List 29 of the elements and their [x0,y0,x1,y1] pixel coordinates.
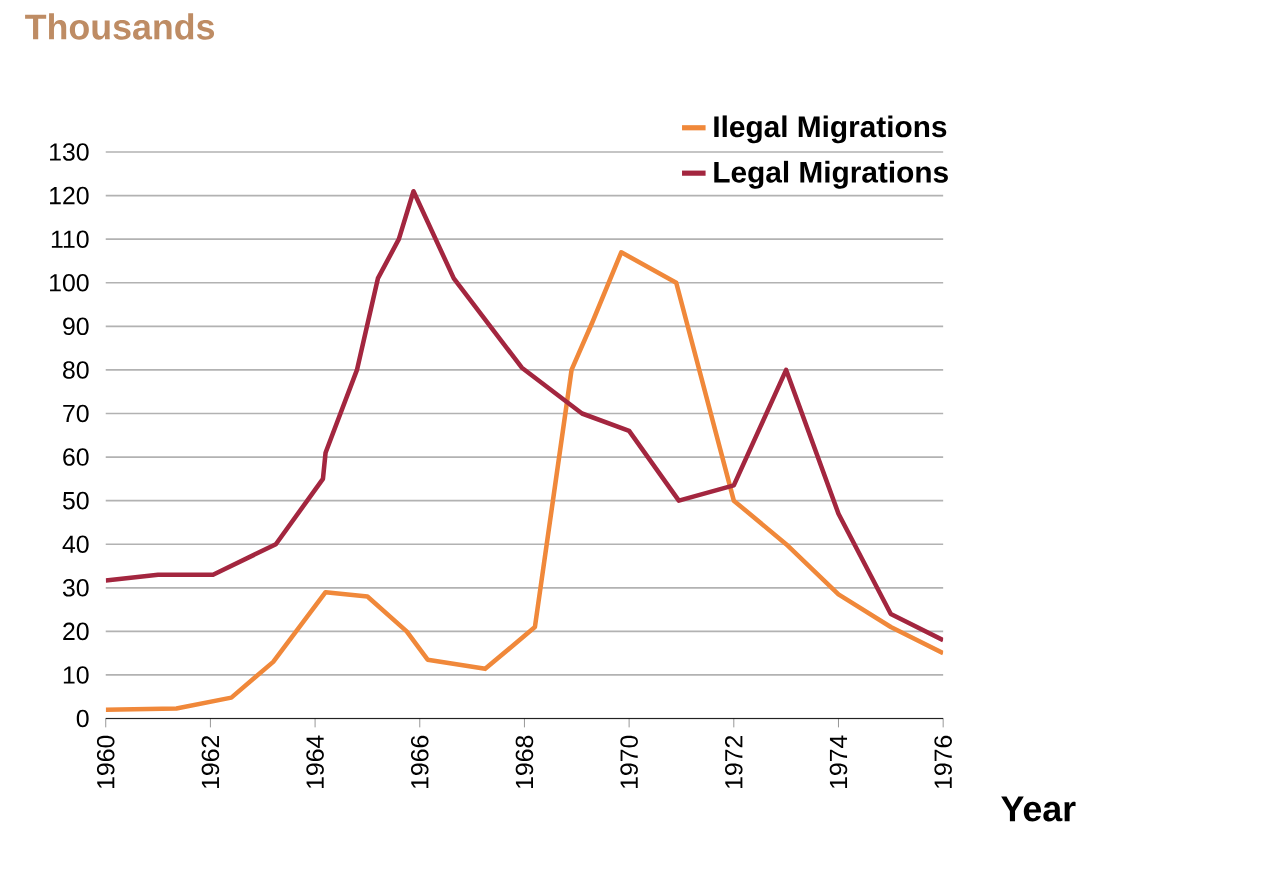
y-tick-label: 120 [50,187,89,205]
y-tick-label: 10 [63,666,89,684]
x-tick-label: 1962 [201,736,220,789]
y-tick-label: 130 [50,143,89,162]
y-tick-label: 20 [63,622,89,641]
y-tick-label: 50 [62,492,89,510]
y-tick-label: 80 [63,361,89,379]
y-tick-label: 110 [51,230,89,249]
y-tick-label: 60 [63,448,89,467]
legend-label: Legal Migrations [714,161,948,189]
x-tick-label: 1972 [725,736,743,789]
y-tick-label: 100 [50,274,89,292]
x-tick-label: 1970 [620,735,638,789]
x-tick-label: 1960 [96,735,115,789]
x-tick-label: 1974 [829,735,848,789]
legend-label: Ilegal Migrations [714,115,947,144]
x-axis-title: Year [1001,796,1076,822]
y-tick-label: 90 [63,317,89,336]
line-series [105,189,944,643]
y-tick-label: 30 [62,579,89,597]
line-series [105,250,944,713]
x-tick-label: 1964 [306,735,324,789]
x-tick-label: 1966 [410,736,429,789]
x-tick-label: 1968 [515,736,534,789]
y-tick-label: 0 [76,709,89,728]
y-tick-label: 40 [62,535,89,554]
y-tick-label: 70 [63,404,89,423]
x-tick-label: 1976 [934,736,952,789]
y-axis-title: Thousands [25,13,215,40]
